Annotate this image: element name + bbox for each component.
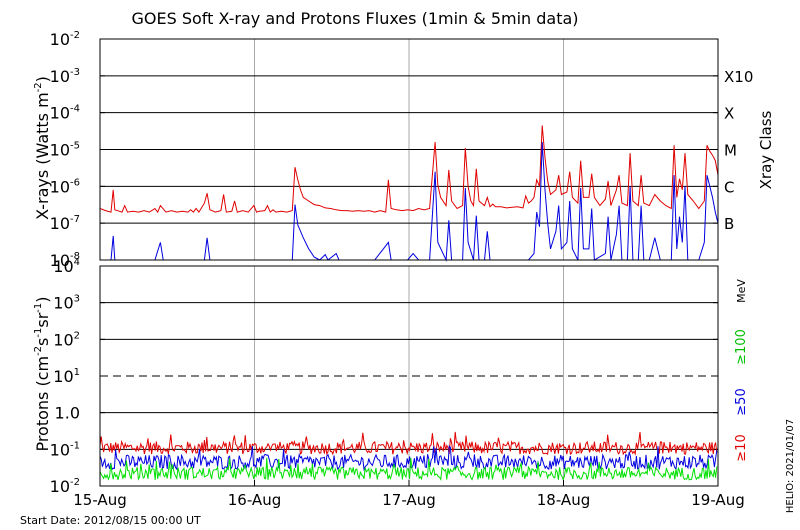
xray-ytick-label: 10-7 bbox=[50, 214, 80, 233]
xray-ytick-label: 10-8 bbox=[50, 251, 80, 270]
xray-axis-title: X-rays (Watts m-2) bbox=[33, 76, 52, 220]
proton-ytick-label: 1.0 bbox=[55, 404, 80, 423]
xray-ytick-label: 10-6 bbox=[50, 177, 80, 196]
x-tick-label: 18-Aug bbox=[537, 491, 590, 509]
channel-label-10: ≥10 bbox=[734, 434, 749, 461]
channel-label-50: ≥50 bbox=[734, 388, 749, 415]
chart-title: GOES Soft X-ray and Protons Fluxes (1min… bbox=[131, 9, 578, 28]
xray-ytick-label: 10-5 bbox=[50, 141, 80, 160]
proton-series-100mev bbox=[99, 457, 718, 482]
proton-ytick-label: 104 bbox=[53, 257, 80, 276]
xray-class-label: X bbox=[724, 105, 734, 123]
proton-ytick-label: 10-2 bbox=[50, 477, 80, 496]
xray-panel: 10-8 10-7 10-6 10-5 10-4 10-3 10-2 B CM X X10 bbox=[50, 30, 754, 270]
start-date: Start Date: 2012/08/15 00:00 UT bbox=[20, 514, 201, 527]
channel-label-100: ≥100 bbox=[734, 329, 749, 365]
proton-series-50mev bbox=[99, 445, 718, 472]
proton-axis-title: Protons (cm-2s-1sr-1) bbox=[33, 296, 52, 451]
x-tick-label: 16-Aug bbox=[228, 491, 281, 509]
xray-class-label: M bbox=[724, 142, 737, 160]
x-tick-label: 15-Aug bbox=[73, 491, 126, 509]
x-tick-label: 19-Aug bbox=[691, 491, 744, 509]
proton-ytick-label: 101 bbox=[53, 367, 80, 386]
xray-class-label: B bbox=[724, 215, 734, 233]
xray-class-label: X10 bbox=[724, 68, 753, 86]
xray-long-series bbox=[99, 125, 719, 214]
credit-label: HELIO: 2021/01/07 bbox=[785, 419, 796, 513]
xray-ytick-label: 10-4 bbox=[50, 104, 80, 123]
x-tick-label: 17-Aug bbox=[382, 491, 435, 509]
xray-ytick-label: 10-3 bbox=[50, 67, 80, 86]
proton-ytick-label: 102 bbox=[53, 330, 80, 349]
proton-ytick-label: 10-1 bbox=[50, 440, 80, 459]
x-axis: 15-Aug 16-Aug 17-Aug 18-Aug 19-Aug bbox=[73, 480, 745, 509]
proton-ytick-label: 103 bbox=[53, 294, 80, 313]
xray-frame bbox=[99, 38, 719, 261]
xray-ytick-label: 10-2 bbox=[50, 30, 80, 49]
xray-class-title: Xray Class bbox=[757, 110, 775, 189]
xray-class-label: C bbox=[724, 178, 734, 196]
proton-series-10mev bbox=[99, 431, 718, 456]
mev-unit-label: MeV bbox=[735, 279, 748, 303]
proton-panel: 10-2 10-1 1.0 101 102 103 104 bbox=[50, 257, 719, 496]
